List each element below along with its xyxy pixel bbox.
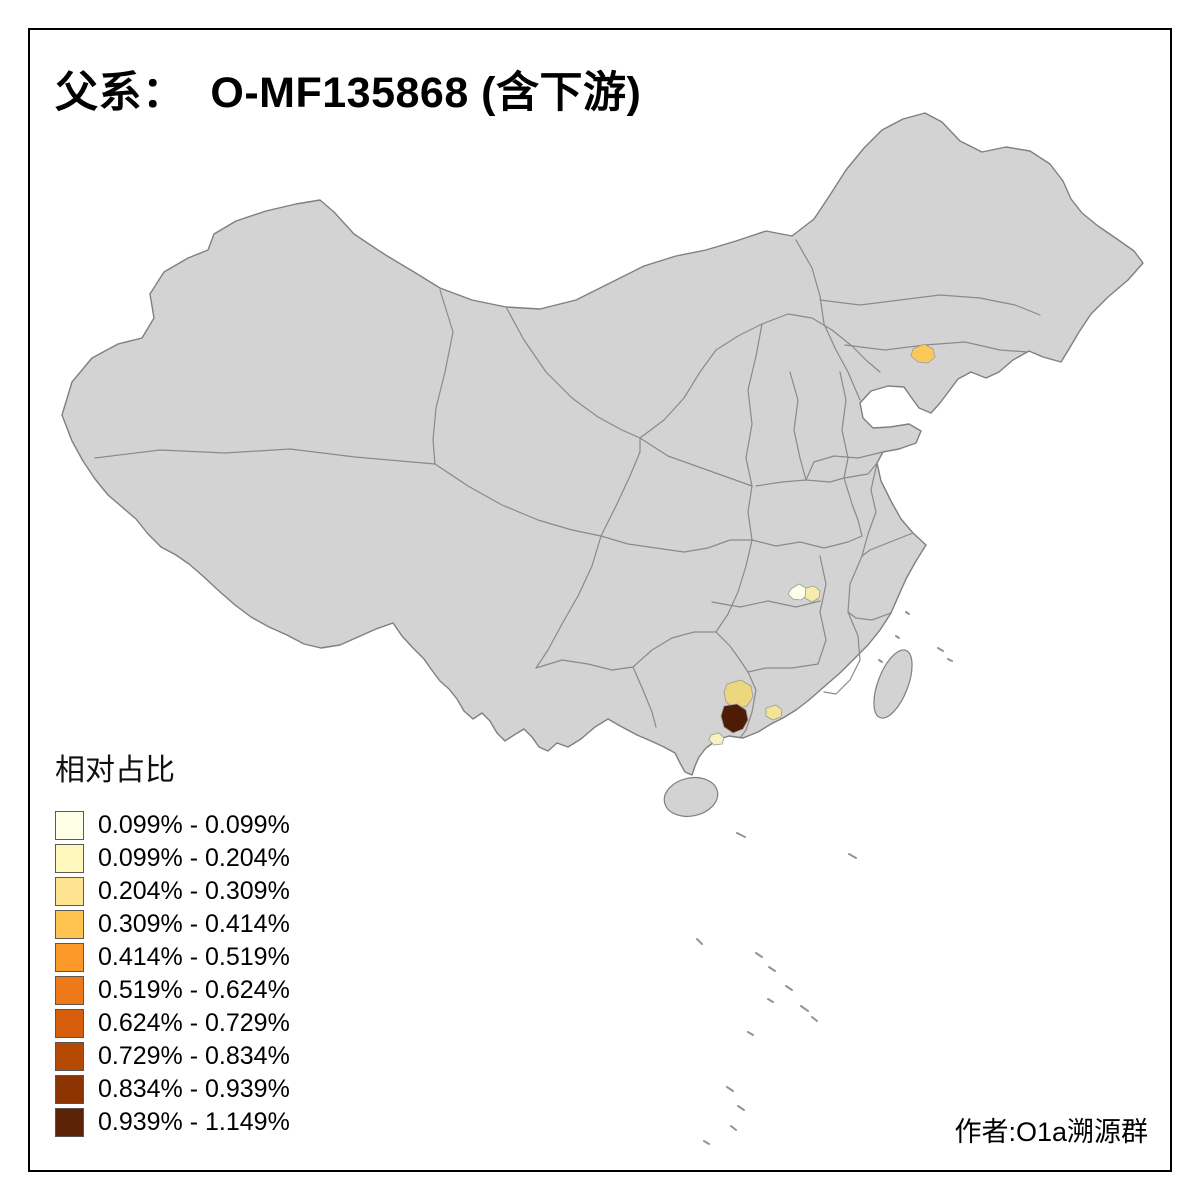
legend-item: 0.204% - 0.309% — [55, 875, 290, 908]
legend-item: 0.729% - 0.834% — [55, 1040, 290, 1073]
hainan-island — [663, 776, 719, 818]
highlight-guangxi-coast-spot-pale — [708, 732, 725, 746]
legend-label: 0.204% - 0.309% — [98, 877, 290, 905]
legend: 相对占比 0.099% - 0.099% 0.099% - 0.204% 0.2… — [55, 745, 290, 1139]
taiwan-island — [873, 649, 913, 719]
legend-swatch — [55, 1075, 84, 1104]
south-china-sea-islands — [696, 611, 953, 1145]
legend-swatch — [55, 1108, 84, 1137]
legend-label: 0.624% - 0.729% — [98, 1009, 290, 1037]
legend-label: 0.939% - 1.149% — [98, 1108, 290, 1136]
legend-swatch — [55, 943, 84, 972]
legend-item: 0.309% - 0.414% — [55, 908, 290, 941]
legend-swatch — [55, 1009, 84, 1038]
author-credit: 作者:O1a溯源群 — [954, 1117, 1148, 1147]
legend-item: 0.414% - 0.519% — [55, 941, 290, 974]
legend-label: 0.099% - 0.099% — [98, 811, 290, 839]
legend-item: 0.939% - 1.149% — [55, 1106, 290, 1139]
highlight-hunan-spot-east — [804, 585, 821, 603]
legend-label: 0.729% - 0.834% — [98, 1042, 290, 1070]
china-base-group — [61, 112, 1144, 818]
province-boundaries — [94, 239, 1041, 739]
legend-swatch — [55, 976, 84, 1005]
legend-label: 0.309% - 0.414% — [98, 910, 290, 938]
highlight-liaoning-spot — [910, 343, 936, 364]
legend-item: 0.099% - 0.204% — [55, 842, 290, 875]
legend-label: 0.414% - 0.519% — [98, 943, 290, 971]
mainland-outline — [61, 112, 1144, 776]
legend-label: 0.834% - 0.939% — [98, 1075, 290, 1103]
legend-swatch — [55, 811, 84, 840]
legend-swatch — [55, 877, 84, 906]
legend-label: 0.099% - 0.204% — [98, 844, 290, 872]
page-title: 父系： O-MF135868 (含下游) — [55, 69, 642, 117]
legend-item: 0.834% - 0.939% — [55, 1073, 290, 1106]
highlight-guangdong-spot-pale — [765, 704, 783, 721]
legend-swatch — [55, 1042, 84, 1071]
legend-item: 0.099% - 0.099% — [55, 809, 290, 842]
legend-item: 0.624% - 0.729% — [55, 1007, 290, 1040]
highlight-guangxi-spot-yellow — [723, 679, 754, 710]
legend-item: 0.519% - 0.624% — [55, 974, 290, 1007]
legend-swatch — [55, 844, 84, 873]
highlight-hunan-spot-west — [787, 583, 808, 601]
highlight-guangxi-spot-dark — [720, 703, 749, 734]
legend-label: 0.519% - 0.624% — [98, 976, 290, 1004]
legend-title: 相对占比 — [55, 754, 175, 787]
highlight-regions — [708, 343, 936, 746]
legend-swatch — [55, 910, 84, 939]
